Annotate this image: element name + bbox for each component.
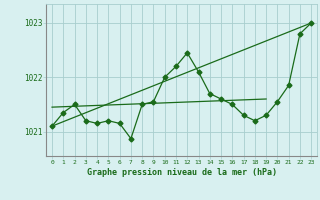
- X-axis label: Graphe pression niveau de la mer (hPa): Graphe pression niveau de la mer (hPa): [87, 168, 276, 177]
